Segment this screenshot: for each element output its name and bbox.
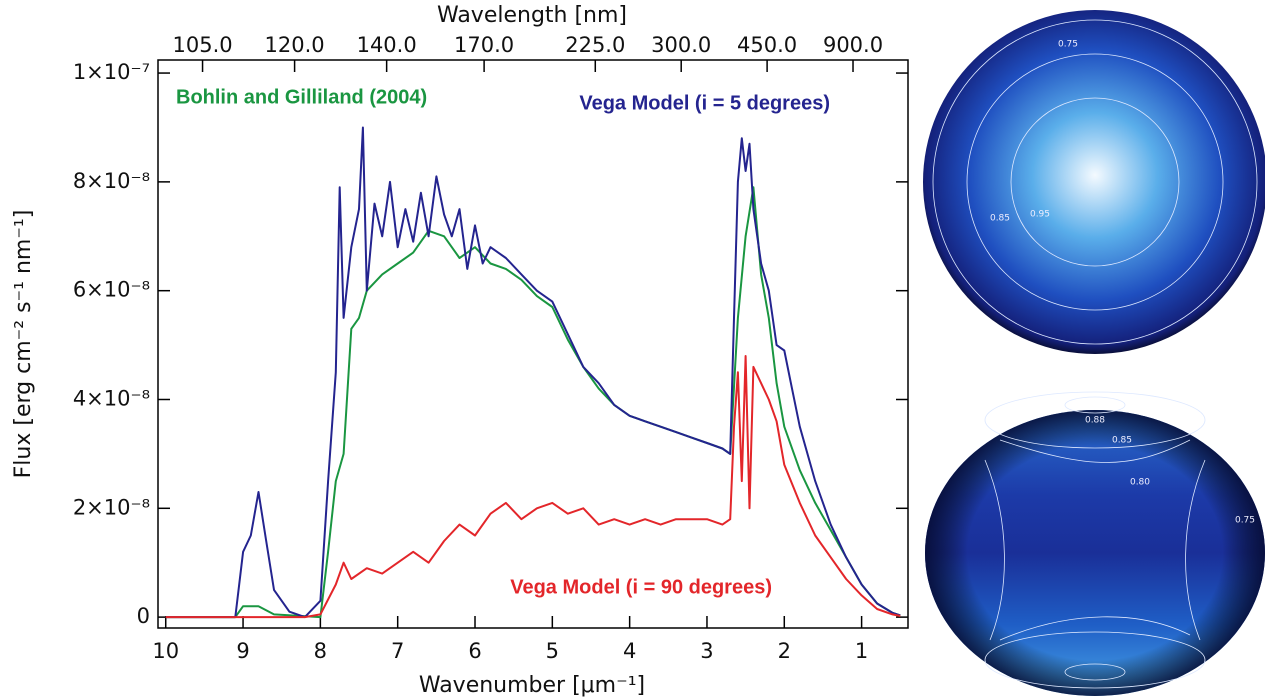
top-tick-label: 900.0 [823, 33, 883, 57]
contour-label: 0.75 [1235, 516, 1255, 526]
top-tick-label: 105.0 [172, 33, 232, 57]
contour-label: 0.88 [1085, 416, 1105, 426]
x-tick-label: 5 [546, 639, 559, 663]
y-axis-title: Flux [erg cm⁻² s⁻¹ nm⁻¹] [11, 210, 36, 479]
x-tick-label: 2 [778, 639, 791, 663]
series-line [165, 126, 901, 619]
inset-pole-on [923, 10, 1265, 354]
inset-equator-on [925, 391, 1265, 696]
top-tick-label: 225.0 [565, 33, 625, 57]
top-tick-label: 170.0 [454, 33, 514, 57]
y-tick-label: 1×10⁻⁷ [73, 60, 150, 84]
y-tick-label: 6×10⁻⁸ [73, 278, 150, 302]
x-tick-label: 3 [700, 639, 713, 663]
top-axis-title: Wavelength [nm] [437, 3, 627, 28]
x-tick-label: 1 [855, 639, 868, 663]
x-tick-label: 7 [391, 639, 404, 663]
x-tick-label: 9 [236, 639, 249, 663]
y-tick-label: 4×10⁻⁸ [73, 386, 150, 410]
x-axis-title: Wavenumber [μm⁻¹] [419, 673, 645, 698]
legend-label: Vega Model (i = 5 degrees) [579, 92, 830, 114]
x-tick-label: 4 [623, 639, 636, 663]
contour-label: 0.80 [1130, 478, 1150, 488]
legend-label: Vega Model (i = 90 degrees) [510, 576, 772, 598]
x-tick-label: 6 [468, 639, 481, 663]
plot-frame [157, 59, 909, 629]
series-line [165, 186, 901, 619]
top-tick-label: 120.0 [265, 33, 325, 57]
y-tick-label: 2×10⁻⁸ [73, 495, 150, 519]
contour-label: 0.85 [1112, 436, 1132, 446]
star-disk [923, 10, 1265, 354]
y-tick-label: 0 [137, 604, 150, 628]
series-line [165, 355, 901, 619]
x-tick-label: 8 [314, 639, 327, 663]
contour-label: 0.75 [1058, 40, 1078, 50]
top-tick-label: 300.0 [651, 33, 711, 57]
top-tick-label: 140.0 [357, 33, 417, 57]
x-tick-label: 10 [152, 639, 179, 663]
legend-label: Bohlin and Gilliland (2004) [176, 86, 427, 108]
y-tick-label: 8×10⁻⁸ [73, 169, 150, 193]
top-tick-label: 450.0 [737, 33, 797, 57]
contour-label: 0.85 [990, 214, 1010, 224]
contour-label: 0.95 [1030, 210, 1050, 220]
